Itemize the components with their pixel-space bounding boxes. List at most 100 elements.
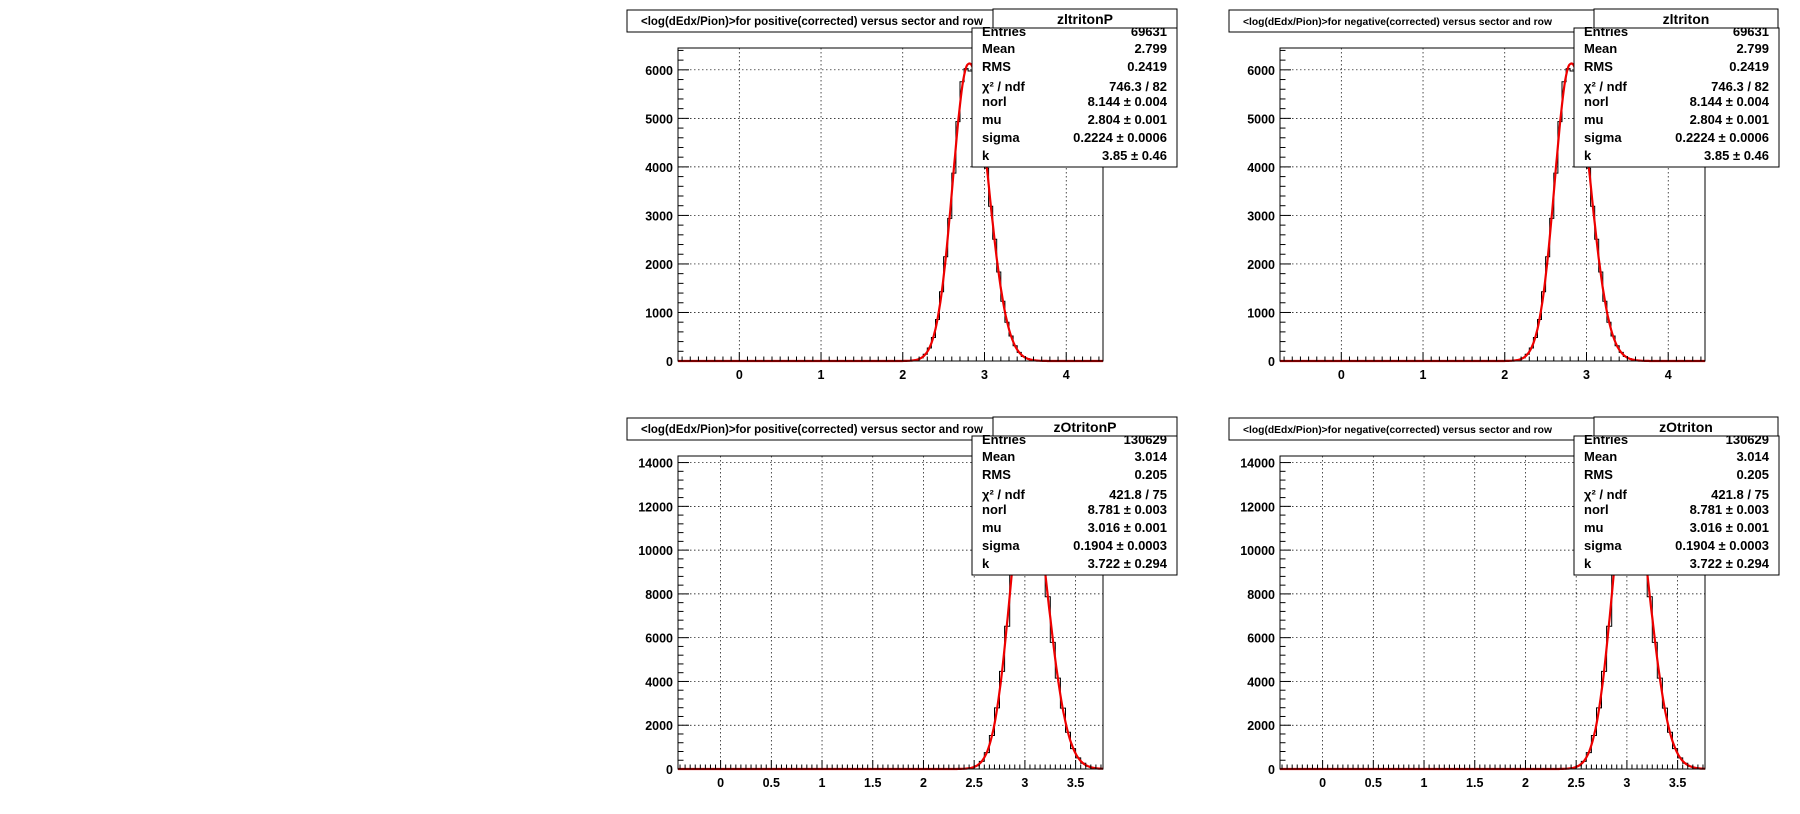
x-tick-label: 2 [920,776,927,790]
stats-value: 8.144 ± 0.004 [1088,94,1168,109]
x-tick-label: 3.5 [1067,776,1084,790]
stats-label: k [982,556,990,571]
y-tick-label: 3000 [1247,209,1275,223]
y-tick-label: 10000 [638,544,673,558]
y-tick-label: 14000 [1240,457,1275,471]
y-tick-label: 4000 [1247,675,1275,689]
y-tick-label: 2000 [645,258,673,272]
chart-zOtritonP: 0 0.5 1 1.5 2 2.5 3 3.5 0 2000 4000 6000 8000 10000 12… [626,416,1178,790]
stats-value: 3.85 ± 0.46 [1704,148,1769,163]
y-tick-label: 5000 [1247,112,1275,126]
histogram-name-box [1593,416,1779,437]
y-tick-label: 4000 [645,161,673,175]
stats-label: Mean [982,449,1015,464]
stats-value: 8.144 ± 0.004 [1690,94,1770,109]
stats-label: mu [982,520,1002,535]
stats-value: 0.2419 [1127,59,1167,74]
stats-label: Mean [1584,41,1617,56]
x-tick-label: 1 [1420,368,1427,382]
stats-value: 2.799 [1134,41,1167,56]
x-tick-label: 0 [1338,368,1345,382]
y-tick-label: 0 [1268,355,1275,369]
stats-label: sigma [1584,538,1622,553]
x-tick-label: 3 [1623,776,1630,790]
x-tick-label: 3.5 [1669,776,1686,790]
y-tick-label: 14000 [638,457,673,471]
x-tick-label: 3 [981,368,988,382]
y-tick-label: 10000 [1240,544,1275,558]
stats-value: 2.799 [1736,41,1769,56]
x-tick-label: 2 [1501,368,1508,382]
y-tick-label: 6000 [645,632,673,646]
plot-frame [1279,47,1706,362]
x-tick-label: 0 [1319,776,1326,790]
y-tick-label: 0 [666,355,673,369]
stats-label: norl [982,502,1007,517]
stats-label: Mean [1584,449,1617,464]
y-tick-label: 8000 [645,588,673,602]
stats-value: 3.722 ± 0.294 [1690,556,1770,571]
stats-label: sigma [1584,130,1622,145]
stats-box [971,435,1178,576]
stats-value: 8.781 ± 0.003 [1690,502,1769,517]
x-tick-label: 2 [899,368,906,382]
stats-value: 2.804 ± 0.001 [1690,112,1769,127]
stats-label: norl [1584,502,1609,517]
histogram-name-box [1593,8,1779,29]
x-tick-label: 3 [1021,776,1028,790]
chart-zltritonP: 0 1 2 3 4 0 1000 2000 3000 4000 5000 6000 <log(dEdx/… [626,8,1178,382]
chart-title: <log(dEdx/Pion)>for negative(corrected) … [1243,17,1553,28]
y-tick-label: 0 [1268,763,1275,777]
y-tick-label: 6000 [1247,632,1275,646]
chart-title: <log(dEdx/Pion)>for negative(corrected) … [1243,425,1553,436]
x-tick-label: 1.5 [864,776,881,790]
y-tick-label: 3000 [645,209,673,223]
x-tick-label: 0.5 [763,776,780,790]
y-tick-label: 4000 [645,675,673,689]
y-tick-label: 4000 [1247,161,1275,175]
x-tick-label: 2.5 [965,776,982,790]
stats-value: 0.205 [1134,467,1167,482]
stats-label: sigma [982,130,1020,145]
stats-value: 3.85 ± 0.46 [1102,148,1167,163]
stats-label: mu [1584,112,1604,127]
chart-zltriton: 0 1 2 3 4 0 1000 2000 3000 4000 5000 6000 <log(dEdx/… [1228,8,1780,382]
y-tick-label: 1000 [1247,306,1275,320]
stats-label: k [1584,148,1592,163]
y-tick-label: 1000 [645,306,673,320]
stats-value: 0.2224 ± 0.0006 [1675,130,1769,145]
histogram-name-box [992,416,1178,437]
y-tick-label: 0 [666,763,673,777]
histogram-name: zOtriton [1659,419,1713,435]
stats-label: sigma [982,538,1020,553]
stats-label: χ² / ndf [982,79,1026,94]
stats-label: norl [982,94,1007,109]
x-tick-label: 0.5 [1365,776,1382,790]
stats-label: RMS [982,467,1011,482]
y-tick-label: 2000 [1247,258,1275,272]
stats-value: 0.1904 ± 0.0003 [1675,538,1769,553]
x-tick-label: 1.5 [1466,776,1483,790]
y-tick-label: 5000 [645,112,673,126]
stats-value: 3.722 ± 0.294 [1088,556,1168,571]
histogram-name: zOtritonP [1054,419,1117,435]
y-tick-label: 12000 [638,500,673,514]
stats-value: 746.3 / 82 [1109,79,1167,94]
stats-value: 2.804 ± 0.001 [1088,112,1167,127]
stats-label: k [982,148,990,163]
stats-value: 0.2419 [1729,59,1769,74]
x-tick-label: 4 [1665,368,1672,382]
x-tick-label: 2 [1522,776,1529,790]
stats-label: RMS [1584,59,1613,74]
stats-value: 0.2224 ± 0.0006 [1073,130,1167,145]
stats-label: RMS [1584,467,1613,482]
plot-frame [677,455,1104,770]
x-tick-label: 4 [1063,368,1070,382]
stats-value: 8.781 ± 0.003 [1088,502,1167,517]
x-tick-label: 0 [717,776,724,790]
stats-value: 421.8 / 75 [1711,487,1769,502]
histogram-name: zltriton [1663,11,1710,27]
stats-box [971,27,1178,168]
chart-zOtriton: 0 0.5 1 1.5 2 2.5 3 3.5 0 2000 4000 6000 8000 10000 12… [1228,416,1780,790]
